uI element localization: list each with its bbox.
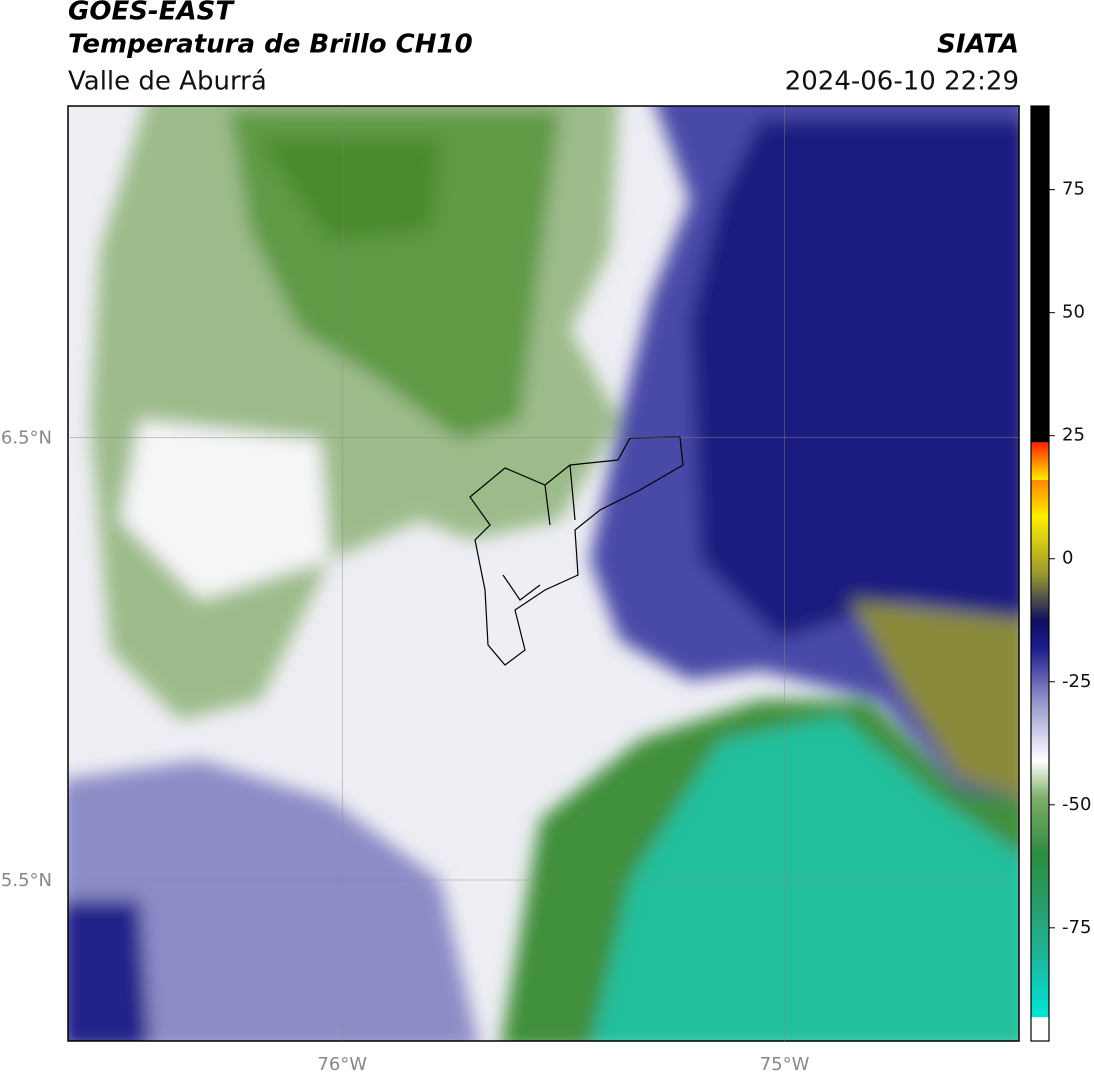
source: SIATA bbox=[937, 30, 1019, 60]
colorbar bbox=[1030, 105, 1050, 1042]
colorbar-tick-label: -75 bbox=[1062, 917, 1091, 938]
colorbar-tick-label: -25 bbox=[1062, 671, 1091, 692]
lat-label: 5.5°N bbox=[1, 870, 52, 891]
datetime: 2024-06-10 22:29 bbox=[785, 67, 1019, 97]
title: GOES-EAST bbox=[68, 0, 235, 27]
map-frame bbox=[67, 105, 1020, 1042]
colorbar-tick-label: 25 bbox=[1062, 425, 1085, 446]
lat-label: 6.5°N bbox=[1, 428, 52, 449]
region: Valle de Aburrá bbox=[68, 67, 267, 97]
colorbar-tick-label: 50 bbox=[1062, 302, 1085, 323]
lon-label: 75°W bbox=[760, 1054, 810, 1075]
subtitle: Temperatura de Brillo CH10 bbox=[68, 30, 473, 60]
satellite-image bbox=[68, 106, 1019, 1041]
colorbar-tick-label: 75 bbox=[1062, 179, 1085, 200]
lon-label: 76°W bbox=[317, 1054, 367, 1075]
colorbar-tick-label: -50 bbox=[1062, 794, 1091, 815]
colorbar-tick-label: 0 bbox=[1062, 548, 1073, 569]
